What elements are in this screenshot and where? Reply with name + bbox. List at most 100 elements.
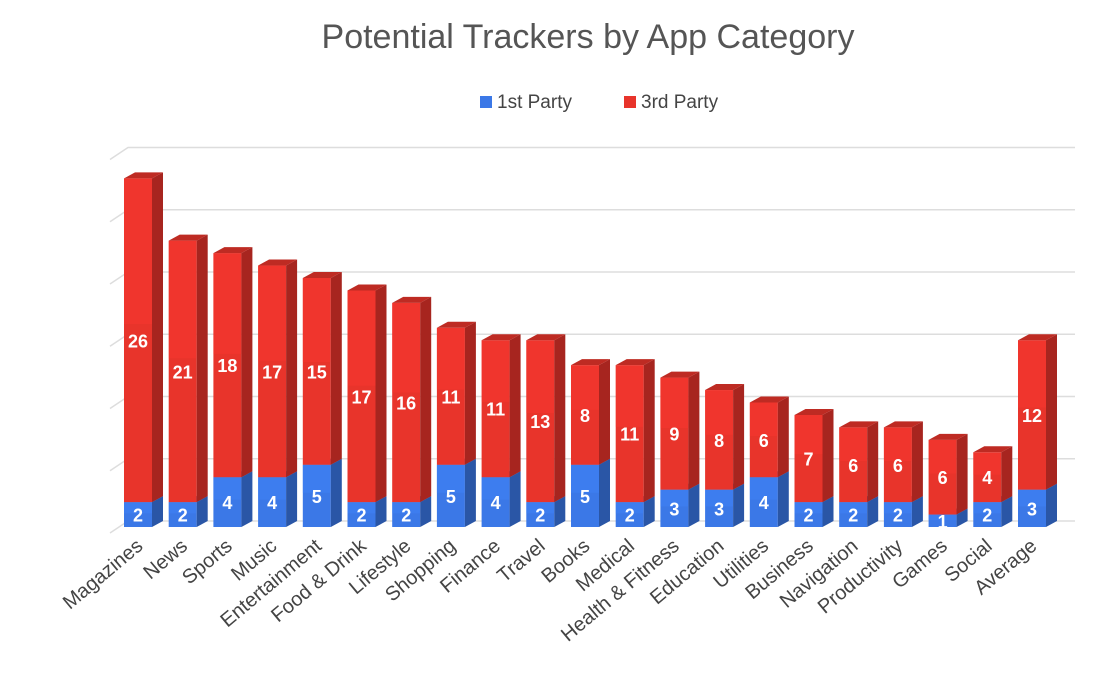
bar-1st-party-books-front xyxy=(571,464,599,527)
bar-3rd-party-social-side xyxy=(1001,446,1013,503)
bar-3rd-party-food-drink xyxy=(347,284,387,503)
bar-1st-party-utilities xyxy=(749,471,789,527)
bar-1st-party-finance-front xyxy=(481,477,510,527)
data-label-1st-party: 2 xyxy=(401,506,411,526)
bar-3rd-party-finance-highlight xyxy=(481,340,510,402)
bar-3rd-party-entertainment xyxy=(302,272,342,465)
bar-3rd-party-health-fitness xyxy=(660,371,700,490)
bar-3rd-party-navigation xyxy=(839,421,879,503)
data-label-1st-party: 2 xyxy=(178,506,188,526)
bar-1st-party-food-drink-highlight xyxy=(347,502,376,514)
bar-1st-party-shopping xyxy=(436,458,476,527)
bar-3rd-party-news-highlight xyxy=(168,240,197,359)
data-label-1st-party: 2 xyxy=(848,506,858,526)
bar-1st-party-health-fitness-front xyxy=(660,489,689,527)
data-label-1st-party: 2 xyxy=(893,506,903,526)
bar-1st-party-music-highlight xyxy=(258,477,287,500)
category-labels: MagazinesNewsSportsMusicEntertainmentFoo… xyxy=(59,534,1041,646)
data-label-1st-party: 3 xyxy=(714,499,724,519)
data-label-1st-party: 4 xyxy=(222,493,232,513)
bar-3rd-party-music xyxy=(258,259,298,478)
bar-1st-party-productivity-side xyxy=(911,496,923,527)
bar-3rd-party-lifestyle xyxy=(392,296,432,503)
bar-3rd-party-lifestyle-side xyxy=(420,296,432,503)
bar-3rd-party-music-front xyxy=(258,265,287,478)
bar-3rd-party-finance xyxy=(481,334,521,478)
bar-1st-party-utilities-highlight xyxy=(749,477,778,500)
bar-1st-party-education xyxy=(705,483,745,527)
bar-3rd-party-business-highlight xyxy=(794,414,823,455)
bar-1st-party-education-side xyxy=(733,483,745,527)
bar-1st-party-shopping-front xyxy=(436,464,465,527)
bar-1st-party-magazines-side xyxy=(152,496,163,527)
bar-3rd-party-books-side xyxy=(599,359,610,465)
bar-1st-party-music-front xyxy=(258,477,287,527)
bar-1st-party-entertainment-side xyxy=(330,458,342,527)
bar-3rd-party-news xyxy=(168,234,208,503)
bar-1st-party-utilities-front xyxy=(749,477,778,527)
bar-3rd-party-social xyxy=(973,446,1013,503)
bar-3rd-party-medical-top xyxy=(615,359,655,366)
bar-3rd-party-health-fitness-highlight xyxy=(660,377,689,429)
data-label-1st-party: 5 xyxy=(446,487,456,507)
bar-3rd-party-books xyxy=(571,359,610,465)
bar-3rd-party-music-side xyxy=(286,259,298,478)
bar-3rd-party-food-drink-highlight xyxy=(347,290,376,386)
bar-3rd-party-magazines-side xyxy=(152,172,163,503)
bar-1st-party-travel-side xyxy=(554,496,566,527)
bar-3rd-party-utilities-top xyxy=(749,396,789,403)
chart-title: Potential Trackers by App Category xyxy=(322,18,855,56)
bar-3rd-party-books-front xyxy=(571,365,599,465)
bar-3rd-party-entertainment-highlight xyxy=(302,278,331,363)
bar-1st-party-medical-side xyxy=(643,496,655,527)
bar-3rd-party-education-front xyxy=(705,390,734,490)
bar-1st-party-social-side xyxy=(1001,496,1013,527)
data-label-1st-party: 3 xyxy=(669,499,679,519)
bar-1st-party-sports-side xyxy=(241,471,253,527)
gridline xyxy=(109,146,1075,161)
bar-1st-party-music xyxy=(258,471,298,527)
bar-3rd-party-shopping-top xyxy=(436,321,476,328)
bar-1st-party-magazines-front xyxy=(124,502,152,527)
bar-1st-party-education-front xyxy=(705,489,734,527)
bar-3rd-party-health-fitness-front xyxy=(660,377,689,490)
bar-1st-party-entertainment-highlight xyxy=(302,464,331,493)
data-label-3rd-party: 6 xyxy=(848,456,858,476)
bar-1st-party-books xyxy=(571,458,610,527)
data-label-3rd-party: 11 xyxy=(486,400,505,420)
data-label-3rd-party: 8 xyxy=(714,431,724,451)
bar-3rd-party-navigation-highlight xyxy=(839,427,868,462)
bar-3rd-party-entertainment-side xyxy=(330,272,342,465)
bar-3rd-party-news-side xyxy=(196,234,208,503)
bar-3rd-party-games-top xyxy=(928,433,968,440)
data-label-3rd-party: 8 xyxy=(580,406,590,426)
bar-3rd-party-news-top xyxy=(168,234,208,241)
bar-1st-party-food-drink-side xyxy=(375,496,387,527)
data-label-3rd-party: 11 xyxy=(620,425,639,445)
data-label-3rd-party: 12 xyxy=(1022,406,1042,426)
bar-3rd-party-utilities xyxy=(749,396,789,478)
bar-3rd-party-education-side xyxy=(733,384,745,490)
category-label: Travel xyxy=(493,535,549,587)
data-label-3rd-party: 4 xyxy=(982,468,992,488)
data-label-3rd-party: 17 xyxy=(262,362,282,382)
bar-1st-party-navigation-side xyxy=(867,496,879,527)
bar-1st-party-finance-highlight xyxy=(481,477,510,500)
bar-1st-party-entertainment-front xyxy=(302,464,331,527)
bar-1st-party-social-highlight xyxy=(973,502,1002,514)
bar-1st-party-sports-front xyxy=(213,477,242,527)
bar-3rd-party-lifestyle-top xyxy=(392,296,432,303)
legend-label-3rd-party: 3rd Party xyxy=(641,92,719,113)
bar-3rd-party-business-front xyxy=(794,414,823,503)
data-label-1st-party: 5 xyxy=(312,487,322,507)
bar-1st-party-lifestyle-side xyxy=(420,496,432,527)
bar-3rd-party-navigation-top xyxy=(839,421,879,428)
bar-1st-party-average-highlight xyxy=(1018,489,1046,507)
data-label-1st-party: 2 xyxy=(982,506,992,526)
bar-1st-party-navigation-highlight xyxy=(839,502,868,514)
legend-label-1st-party: 1st Party xyxy=(497,92,572,113)
bar-3rd-party-food-drink-front xyxy=(347,290,376,503)
data-label-1st-party: 2 xyxy=(133,506,143,526)
bar-3rd-party-average xyxy=(1018,334,1057,490)
